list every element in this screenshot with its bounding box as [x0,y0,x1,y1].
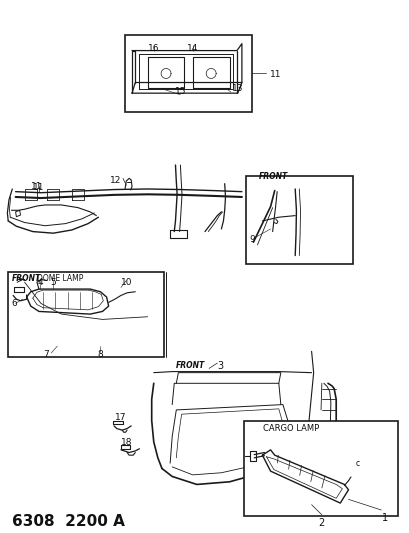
Text: FRONT: FRONT [176,361,205,370]
Text: 2: 2 [318,518,324,528]
Text: 3: 3 [217,361,223,371]
Text: 18: 18 [120,438,132,447]
Bar [8,271,164,357]
Text: DOME LAMP: DOME LAMP [37,273,83,282]
Text: 9: 9 [249,235,254,244]
Text: 10: 10 [120,278,132,287]
Text: 11: 11 [269,70,281,79]
Text: 15: 15 [174,87,186,96]
Text: c: c [355,459,359,467]
Text: 4: 4 [37,278,43,287]
Text: 16: 16 [148,44,159,53]
Text: 14: 14 [187,44,198,53]
Text: 17: 17 [115,413,126,422]
Text: 11: 11 [31,182,43,191]
Text: 8: 8 [97,350,103,359]
Text: 5: 5 [50,278,56,287]
Bar [245,176,352,263]
Bar [125,35,252,112]
Text: 11: 11 [33,183,45,191]
Text: FRONT: FRONT [12,273,41,282]
Text: 1: 1 [382,513,387,523]
Text: 6: 6 [11,299,17,308]
Bar [243,421,397,516]
Text: 13: 13 [231,84,243,93]
Text: 7: 7 [43,350,49,359]
Text: 12: 12 [109,176,121,184]
Text: FRONT: FRONT [258,172,288,181]
Text: 6308  2200 A: 6308 2200 A [12,514,125,529]
Text: CARGO LAMP: CARGO LAMP [262,424,319,433]
